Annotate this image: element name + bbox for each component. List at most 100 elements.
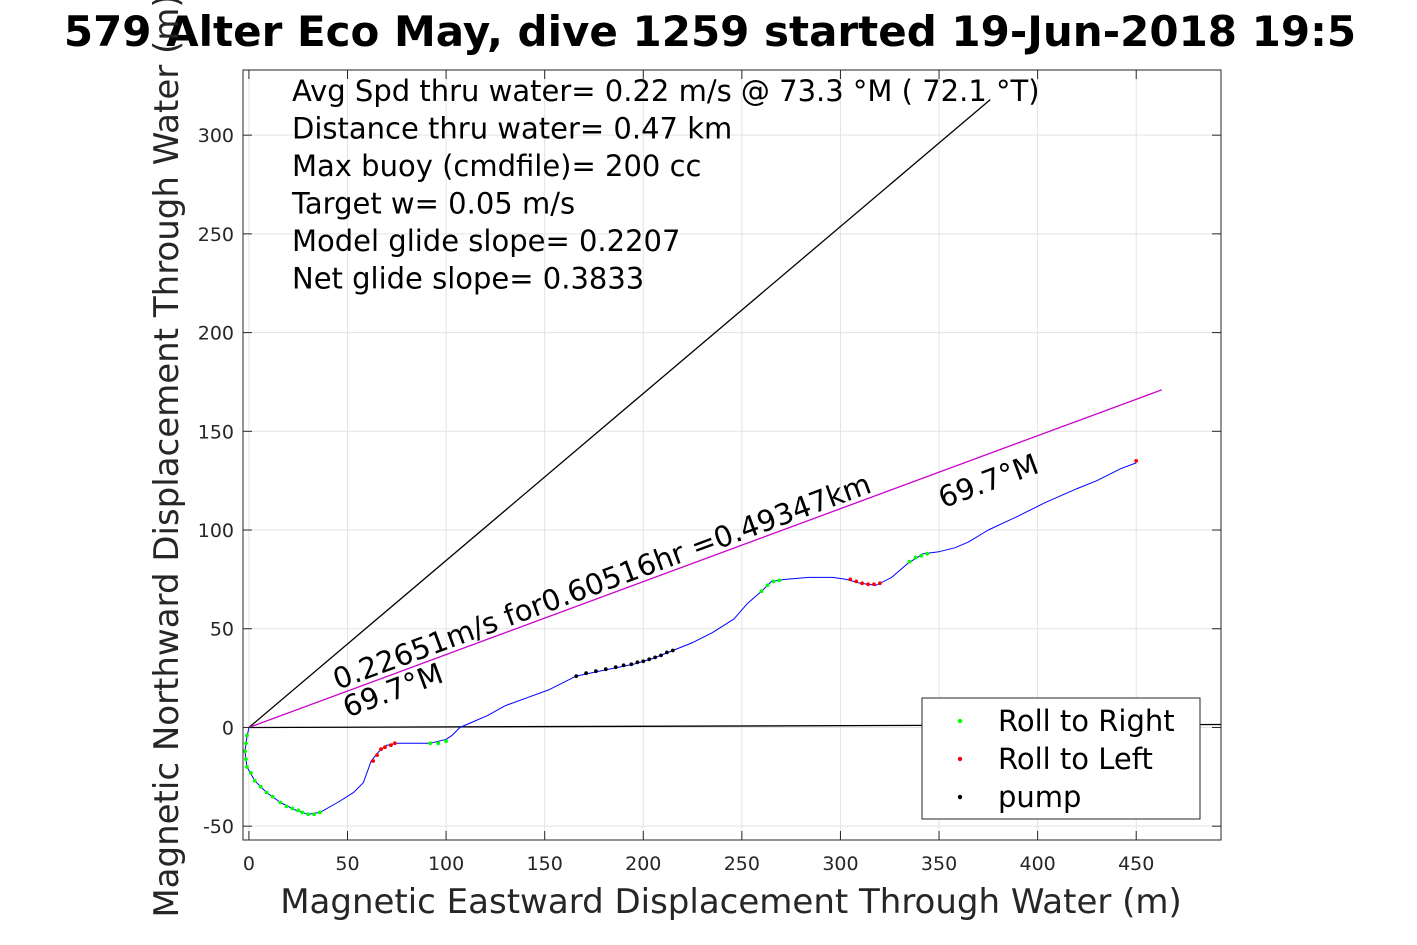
dive-track-line	[244, 462, 1137, 815]
roll-to-left-point	[383, 745, 387, 750]
legend-box	[921, 697, 1201, 820]
marker-layer	[243, 459, 1139, 817]
roll-to-left-point	[878, 581, 882, 586]
pump-point	[635, 660, 640, 665]
x-tick-label: 450	[1118, 853, 1154, 875]
roll-to-right-point	[777, 578, 782, 583]
roll-to-right-point	[245, 765, 249, 769]
x-tick-label: 250	[724, 853, 760, 875]
roll-to-right-point	[919, 553, 924, 558]
pump-point	[613, 665, 618, 670]
annotation-layer: 0.22651m/s for0.60516hr =0.49347km 69.7°M…	[328, 447, 1043, 724]
x-tick-label: 300	[822, 853, 858, 875]
legend-entry: Roll to Right	[998, 704, 1175, 738]
roll-to-left-point	[375, 753, 379, 757]
y-tick-label: -50	[203, 816, 234, 838]
roll-to-left-point	[854, 579, 859, 584]
roll-to-right-point	[296, 808, 301, 813]
roll-to-right-point	[765, 583, 770, 588]
roll-to-right-point	[243, 749, 247, 754]
tick-layer: 0 50 100 150 200 250 300 350 400 450 -50 0 50 100 150 2…	[198, 70, 1221, 875]
roll-to-right-point	[245, 733, 249, 738]
plot-frame	[242, 69, 1222, 841]
pump-point	[603, 667, 608, 672]
legend-marker	[957, 718, 963, 724]
chart-title: 579 Alter Eco May, dive 1259 started 19-…	[64, 7, 1356, 56]
pump-point	[629, 662, 634, 667]
legend-marker	[957, 756, 963, 762]
y-tick-label: 300	[198, 125, 234, 147]
line-layer	[244, 99, 1222, 815]
roll-to-left-point	[379, 747, 383, 752]
roll-to-left-point	[866, 582, 870, 587]
pump-point	[574, 674, 579, 678]
y-axis-label: Magnetic Northward Displacement Through …	[147, 0, 187, 918]
roll-to-right-point	[318, 810, 322, 815]
y-tick-label: 100	[198, 520, 234, 542]
roll-to-right-point	[300, 810, 305, 815]
roll-to-right-point	[907, 559, 912, 564]
info-line: Avg Spd thru water= 0.22 m/s @ 73.3 °M (…	[292, 74, 1040, 108]
roll-to-left-point	[860, 581, 864, 586]
roll-to-right-point	[306, 812, 310, 817]
y-tick-label: 50	[210, 619, 234, 641]
y-tick-label: 200	[198, 323, 234, 345]
roll-to-right-point	[771, 579, 776, 584]
x-tick-label: 400	[1019, 853, 1055, 875]
roll-to-right-point	[925, 551, 930, 556]
roll-to-left-point	[392, 741, 397, 746]
x-tick-label: 0	[243, 853, 255, 875]
roll-to-left-point	[371, 759, 375, 763]
x-tick-label: 150	[527, 853, 563, 875]
pump-point	[647, 657, 652, 662]
roll-to-right-point	[249, 771, 253, 775]
roll-to-right-point	[264, 790, 269, 795]
roll-to-right-point	[290, 806, 295, 811]
legend: Roll to Right Roll to Left pump	[921, 697, 1201, 820]
pump-point	[584, 671, 588, 676]
pump-point	[621, 663, 626, 668]
roll-to-left-point	[389, 743, 393, 748]
x-tick-label: 50	[335, 853, 359, 875]
y-tick-label: 0	[222, 717, 234, 739]
roll-to-right-point	[270, 794, 275, 799]
glide-line	[248, 389, 1163, 729]
roll-to-right-point	[284, 804, 289, 809]
legend-marker	[957, 794, 963, 800]
pump-point	[665, 650, 669, 655]
roll-to-right-point	[252, 778, 257, 783]
roll-to-left-point	[848, 577, 853, 582]
roll-to-right-point	[436, 741, 441, 746]
heading-line	[248, 99, 991, 728]
x-tick-label: 200	[625, 853, 661, 875]
pump-point	[594, 669, 598, 674]
roll-to-right-point	[428, 741, 433, 746]
pump-point	[653, 655, 657, 660]
annotation-label: 69.7°M	[934, 447, 1043, 515]
roll-to-right-point	[759, 589, 764, 594]
roll-to-right-point	[913, 555, 918, 560]
legend-entry: Roll to Left	[998, 742, 1153, 776]
info-line: Max buoy (cmdfile)= 200 cc	[292, 149, 701, 183]
pump-point	[659, 653, 663, 658]
x-tick-label: 350	[921, 853, 957, 875]
info-line: Model glide slope= 0.2207	[292, 224, 680, 258]
roll-to-right-point	[278, 800, 283, 805]
roll-to-right-point	[258, 784, 263, 789]
x-axis-label: Magnetic Eastward Displacement Through W…	[280, 882, 1182, 922]
roll-to-right-point	[244, 741, 248, 746]
roll-to-left-point	[1134, 459, 1139, 463]
pump-point	[641, 659, 646, 664]
roll-to-right-point	[444, 739, 448, 744]
annotation-label: 0.22651m/s for0.60516hr =0.49347km	[328, 467, 875, 697]
y-tick-label: 250	[198, 224, 234, 246]
legend-entry: pump	[998, 780, 1081, 814]
roll-to-left-point	[872, 582, 876, 587]
info-line: Net glide slope= 0.3833	[292, 262, 644, 296]
info-text-block: Avg Spd thru water= 0.22 m/s @ 73.3 °M (…	[291, 74, 1040, 296]
info-line: Target w= 0.05 m/s	[291, 187, 575, 221]
roll-to-right-point	[312, 812, 316, 817]
roll-to-right-point	[244, 757, 248, 761]
pump-point	[670, 648, 675, 653]
info-line: Distance thru water= 0.47 km	[292, 112, 732, 146]
